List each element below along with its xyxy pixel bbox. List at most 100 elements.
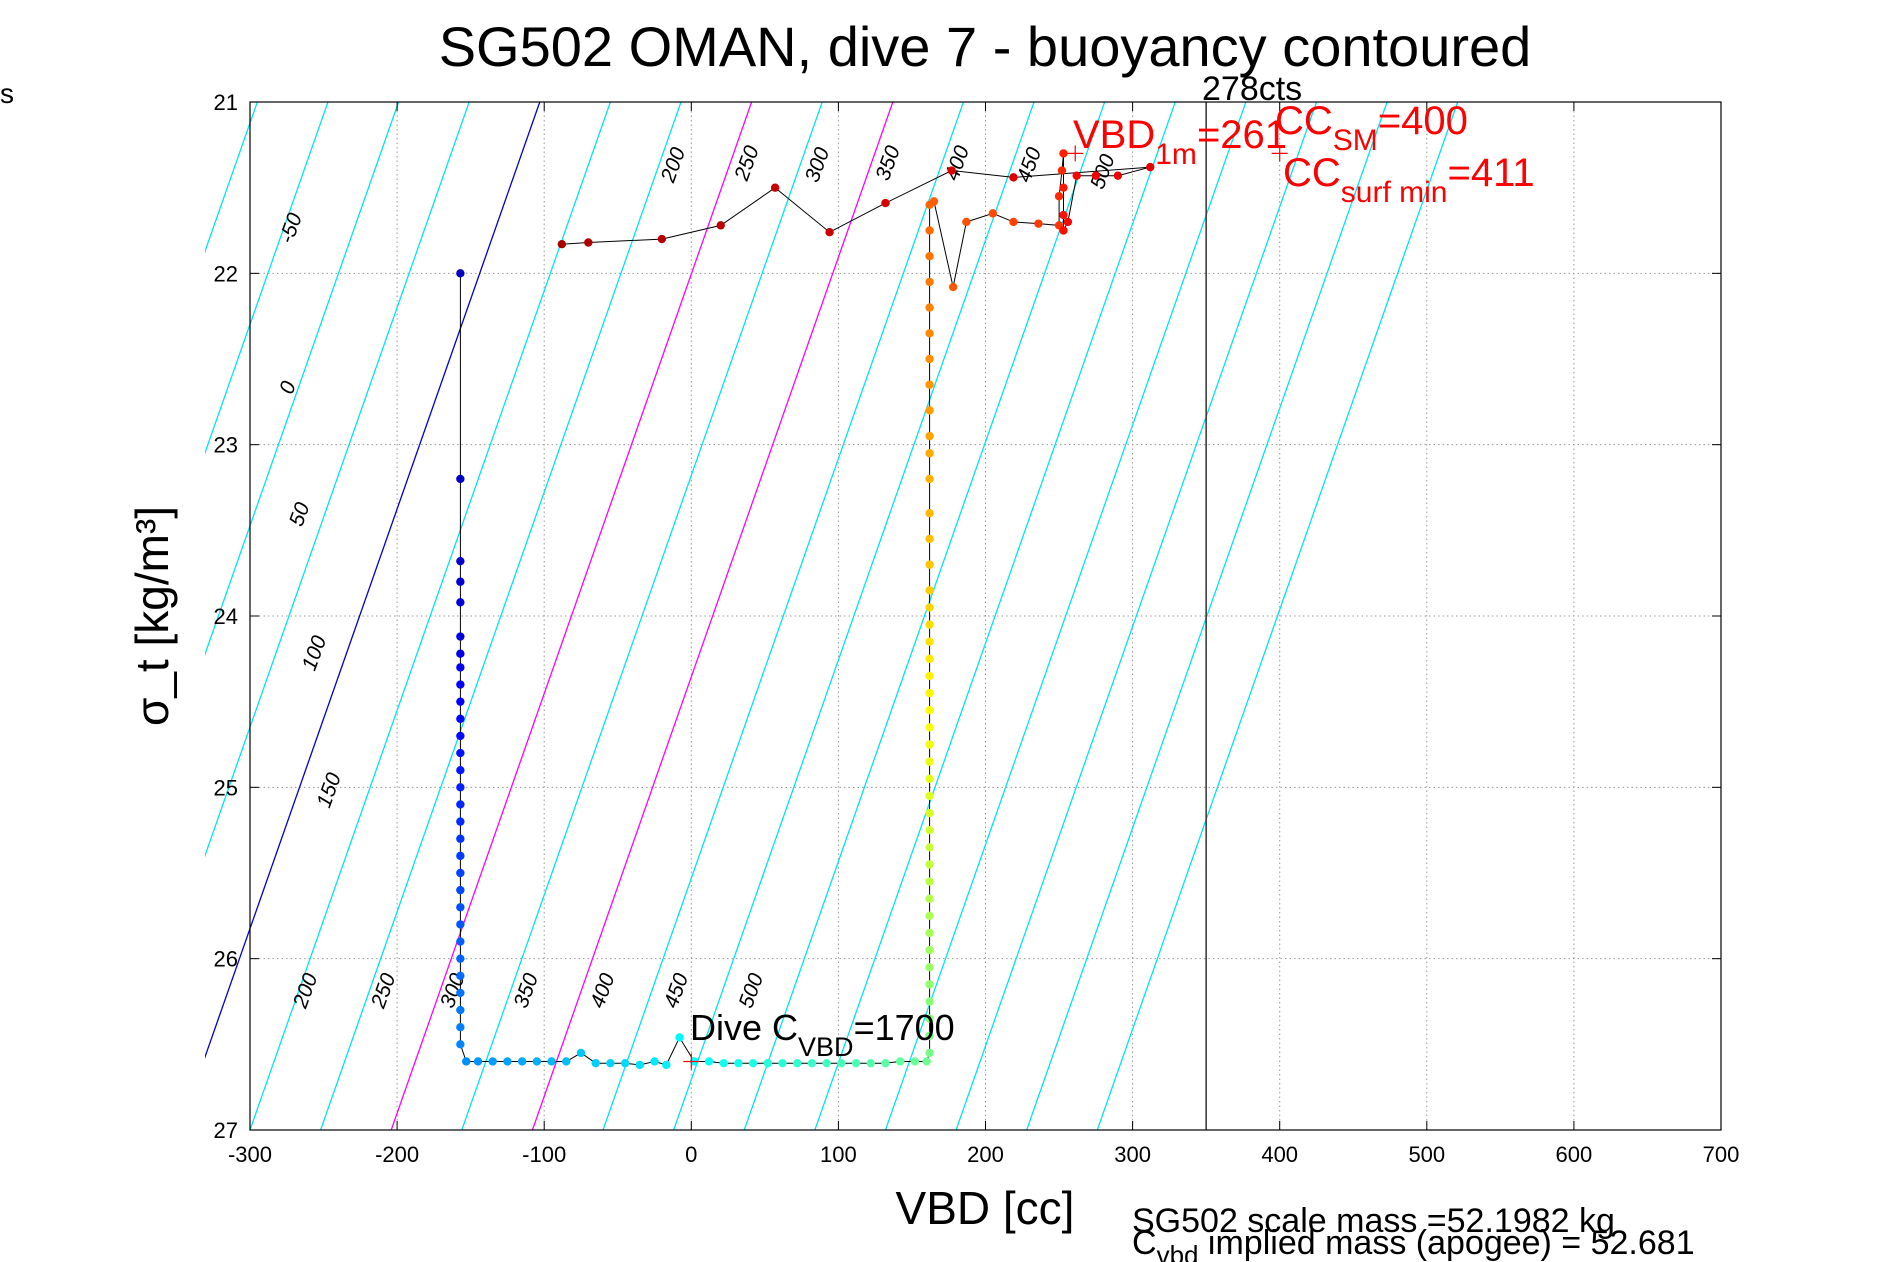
trace-point xyxy=(456,714,465,723)
contour-line xyxy=(205,102,400,657)
cc-sm-annotation: CCSM=400 xyxy=(1275,99,1468,157)
trace-point xyxy=(925,911,934,921)
trace-point xyxy=(462,1057,471,1066)
trace-point xyxy=(925,963,934,972)
contour-line xyxy=(390,102,753,1130)
trace-point xyxy=(1057,166,1067,175)
trace-point xyxy=(456,680,465,689)
vbd-1m-main: VBD xyxy=(1073,113,1155,157)
trace-point xyxy=(925,329,934,338)
trace-point xyxy=(675,1033,684,1042)
cc-sm-main: CC xyxy=(1275,99,1333,143)
trace-point xyxy=(1034,219,1043,228)
dive-cvbd-main: Dive C xyxy=(690,1007,798,1048)
annotations: 278cts VBD1m=261 CCSM=400 CCsurf min=411… xyxy=(683,70,1535,1070)
trace-point xyxy=(456,834,465,843)
trace-point xyxy=(1146,162,1155,172)
y-axis-label: σ_t [kg/m³] xyxy=(126,506,178,726)
trace-point xyxy=(456,851,465,861)
trace-point xyxy=(925,928,934,938)
dive-cvbd-sub: VBD xyxy=(798,1032,854,1062)
trace-point xyxy=(456,632,465,641)
trace-point xyxy=(770,183,780,192)
trace-point xyxy=(925,1048,934,1058)
trace-point xyxy=(1059,183,1068,192)
trace-point xyxy=(456,885,465,895)
x-tick-label: 400 xyxy=(1261,1142,1298,1167)
trace-point xyxy=(925,534,934,544)
trace-point xyxy=(925,757,934,766)
vbd-1m-sub: 1m xyxy=(1155,138,1197,171)
contour-line xyxy=(602,102,965,1130)
trace-point xyxy=(456,474,465,484)
trace-point xyxy=(925,509,934,518)
trace-point xyxy=(922,1057,931,1066)
trace-point xyxy=(662,1060,671,1070)
x-tick-label: 0 xyxy=(685,1142,697,1167)
trace-point xyxy=(925,791,934,801)
trace-point xyxy=(778,1058,787,1068)
y-tick-label: 27 xyxy=(214,1118,238,1143)
trace-point xyxy=(822,1058,831,1068)
trace-point xyxy=(925,808,934,818)
trace-point xyxy=(925,1014,934,1023)
trace-point xyxy=(925,474,934,484)
trace-point xyxy=(456,697,465,706)
trace-point xyxy=(456,731,465,741)
vbd-1m-annotation: VBD1m=261 xyxy=(1073,113,1287,171)
y-tick-label: 22 xyxy=(214,261,238,286)
trace-point xyxy=(925,431,934,441)
trace-point xyxy=(620,1058,630,1068)
trace-point xyxy=(584,238,593,247)
contour-line xyxy=(205,102,329,455)
x-tick-label: -100 xyxy=(522,1142,566,1167)
trace-point xyxy=(925,226,934,235)
trace-point xyxy=(734,1058,743,1068)
dive-cvbd-annotation: Dive CVBD=1700 xyxy=(690,1007,955,1062)
cc-surf-min-annotation: CCsurf min=411 xyxy=(1283,151,1535,209)
trace-point xyxy=(1059,226,1068,235)
x-tick-label: 600 xyxy=(1556,1142,1593,1167)
y-tick-label: 25 xyxy=(214,775,238,800)
contour-line xyxy=(743,102,1106,1130)
footer-implied-c: C xyxy=(1132,1224,1157,1262)
trace-point xyxy=(895,1057,905,1066)
trace-point xyxy=(1059,210,1068,220)
trace-point xyxy=(925,449,934,458)
y-tick-label: 24 xyxy=(214,604,238,629)
trace-point xyxy=(925,997,934,1006)
trace-point xyxy=(456,269,465,278)
trace-point xyxy=(456,663,465,672)
contour-line xyxy=(205,102,470,858)
trace-point xyxy=(557,240,567,249)
trace-point xyxy=(925,825,934,835)
trace-point xyxy=(456,649,465,658)
cc-surf-min-main: CC xyxy=(1283,151,1341,195)
trace-point xyxy=(925,637,934,646)
trace-point xyxy=(925,671,934,681)
x-tick-label: 200 xyxy=(967,1142,1004,1167)
trace-point xyxy=(881,1058,890,1068)
trace-point xyxy=(866,1058,875,1068)
trace-point xyxy=(547,1057,556,1066)
cc-sm-value: =400 xyxy=(1378,99,1468,143)
trace-point xyxy=(650,1057,659,1066)
trace-point xyxy=(456,937,465,946)
cc-surf-min-sub: surf min xyxy=(1341,176,1448,209)
trace-point xyxy=(925,740,934,749)
trace-point xyxy=(925,354,934,364)
trace-point xyxy=(719,1058,728,1068)
cc-sm-sub: SM xyxy=(1333,124,1378,157)
axis-ticks: -300 -200 -100 0 100 200 300 400 500 600 700 21 22 23… xyxy=(214,90,1740,1167)
trace-point xyxy=(925,406,934,415)
trace-point xyxy=(456,577,465,586)
trace-point xyxy=(925,654,934,664)
footer-implied-rest: implied mass (apogee) = 52.681 xyxy=(1198,1224,1694,1262)
trace-point xyxy=(807,1058,817,1068)
trace-point xyxy=(925,586,934,595)
trace-point xyxy=(925,603,934,612)
trace-point xyxy=(947,166,956,175)
contour-line xyxy=(814,102,1176,1130)
contour-line xyxy=(955,102,1318,1130)
trace-point xyxy=(1063,217,1073,227)
